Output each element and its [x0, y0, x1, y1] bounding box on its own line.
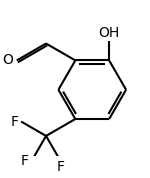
Text: F: F: [21, 154, 29, 168]
Text: OH: OH: [99, 26, 120, 40]
Text: O: O: [2, 53, 13, 67]
Text: F: F: [56, 160, 64, 174]
Text: F: F: [10, 114, 18, 129]
